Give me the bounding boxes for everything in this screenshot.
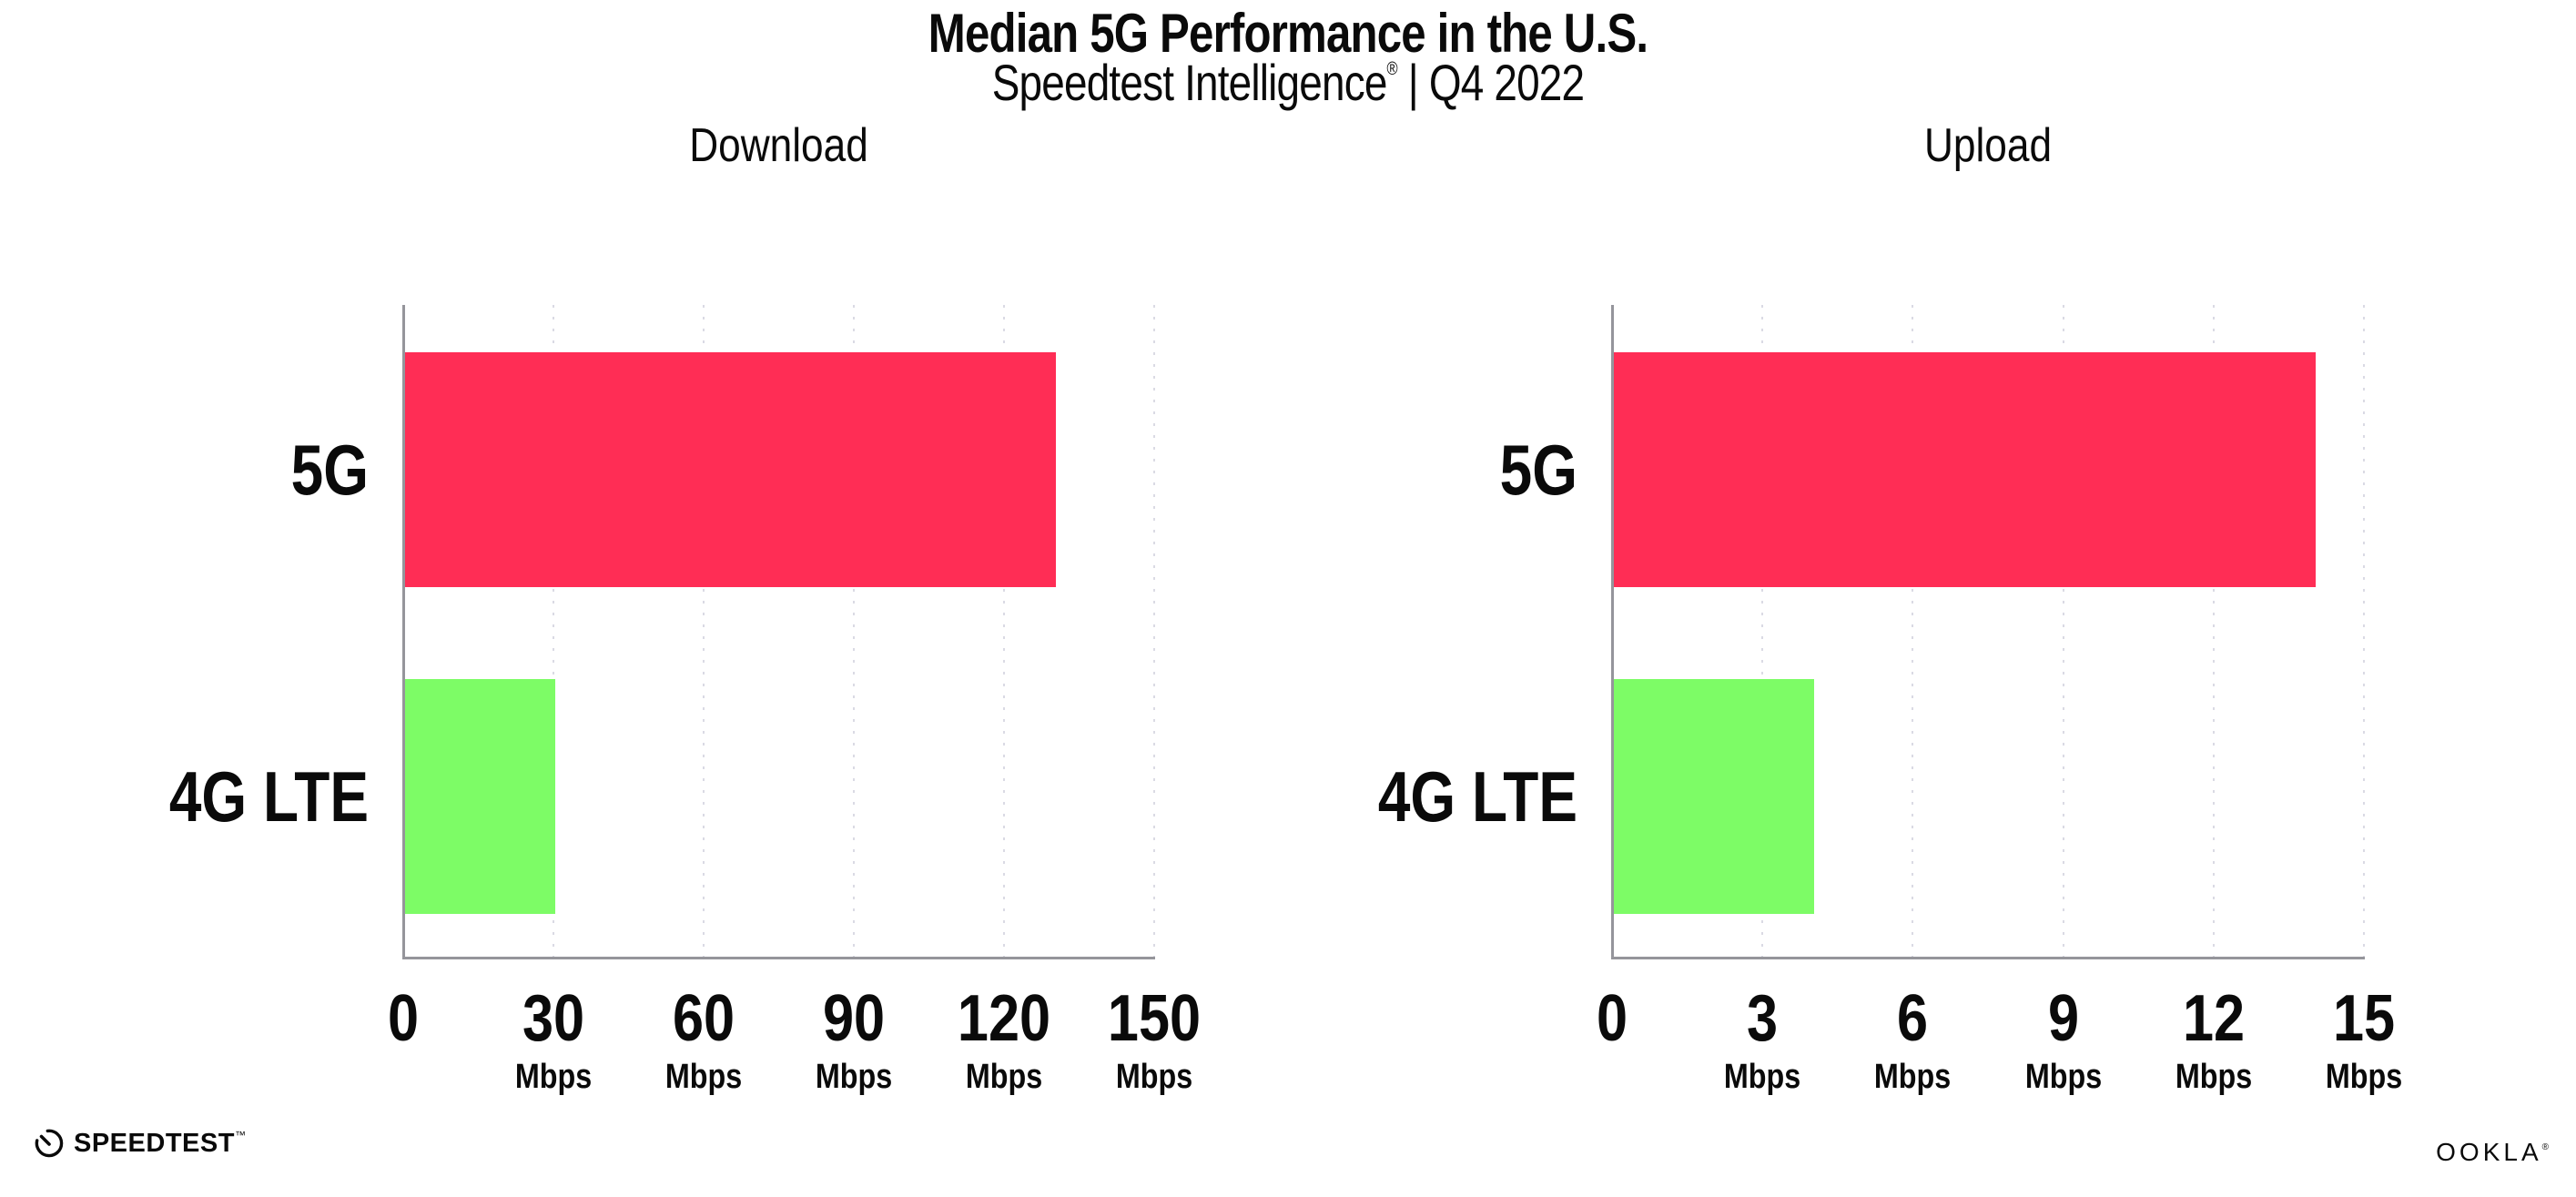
bar-5g-upload [1614,352,2316,587]
speedtest-logo: SPEEDTEST™ [33,1127,246,1160]
tick-number: 120 [957,982,1051,1055]
speedtest-wordmark: SPEEDTEST™ [74,1129,246,1159]
tick-number: 150 [1107,982,1202,1055]
x-axis [402,957,1155,959]
tick-unit-label: Mbps [664,1058,743,1096]
tick-unit-label: Mbps [2024,1058,2102,1096]
chart-title-upload: Upload [1923,119,2053,172]
gridline-9 [2062,305,2064,962]
chart-title-download: Download [689,119,868,172]
y-axis [402,305,405,959]
x-tick-12: 12 Mbps [2136,986,2291,1095]
x-tick-9: 9 Mbps [1986,986,2141,1095]
speedtest-text: SPEEDTEST [74,1128,235,1158]
category-label-4g-lte: 4G LTE [1377,756,1577,837]
tick-unit-label: Mbps [2325,1058,2403,1096]
gridline-90 [853,305,855,962]
tick-number: 15 [2332,982,2396,1055]
tick-number: 90 [822,982,886,1055]
tick-number: 0 [1596,982,1628,1055]
gridline-3 [1761,305,1764,962]
speedtest-gauge-icon [35,1129,64,1158]
x-tick-120: 120 Mbps [927,986,1081,1095]
ookla-text: OOKLA [2436,1138,2542,1166]
y-axis [1611,305,1614,959]
tick-unit-label: Mbps [815,1058,893,1096]
x-tick-150: 150 Mbps [1077,986,1232,1095]
gridline-120 [1003,305,1005,962]
x-tick-90: 90 Mbps [776,986,931,1095]
tick-number: 30 [522,982,585,1055]
category-label-5g: 5G [290,430,369,510]
bar-5g-download [405,352,1056,587]
bar-4g-lte-download [405,679,555,914]
subtitle-brand: Speedtest Intelligence [991,54,1388,111]
gridline-60 [703,305,705,962]
tick-unit-label: Mbps [514,1058,593,1096]
tick-unit-label: Mbps [1724,1058,1801,1096]
x-tick-0: 0 [326,986,481,1051]
x-tick-0: 0 [1535,986,1689,1051]
category-label-4g-lte: 4G LTE [168,756,369,837]
x-tick-6: 6 Mbps [1835,986,1990,1095]
page-subtitle: Speedtest Intelligence® | Q4 2022 [232,53,2345,112]
x-tick-60: 60 Mbps [626,986,781,1095]
gridline-150 [1153,305,1155,962]
ookla-logo: OOKLA® [2436,1138,2549,1167]
tick-number: 12 [2182,982,2245,1055]
gridline-6 [1912,305,1914,962]
tick-number: 60 [672,982,735,1055]
gridline-12 [2212,305,2215,962]
x-tick-30: 30 Mbps [476,986,631,1095]
subtitle-period: | Q4 2022 [1396,54,1585,111]
bar-4g-lte-upload [1614,679,1815,914]
tick-number: 0 [387,982,420,1055]
x-axis [1611,957,2365,959]
tick-unit-label: Mbps [1874,1058,1952,1096]
gridline-30 [553,305,554,962]
tick-unit-label: Mbps [965,1058,1043,1096]
tick-number: 9 [2047,982,2079,1055]
tick-number: 3 [1747,982,1779,1055]
registered-mark: ® [1386,59,1398,79]
tick-unit-label: Mbps [2175,1058,2252,1096]
x-tick-3: 3 Mbps [1685,986,1840,1095]
tick-number: 6 [1897,982,1929,1055]
x-tick-15: 15 Mbps [2287,986,2441,1095]
ookla-registered-mark: ® [2541,1142,2549,1152]
page-title: Median 5G Performance in the U.S. [928,3,1648,64]
tick-unit-label: Mbps [1115,1058,1193,1096]
trademark-mark: ™ [234,1128,246,1141]
gridline-15 [2363,305,2365,962]
category-label-5g: 5G [1499,430,1577,510]
